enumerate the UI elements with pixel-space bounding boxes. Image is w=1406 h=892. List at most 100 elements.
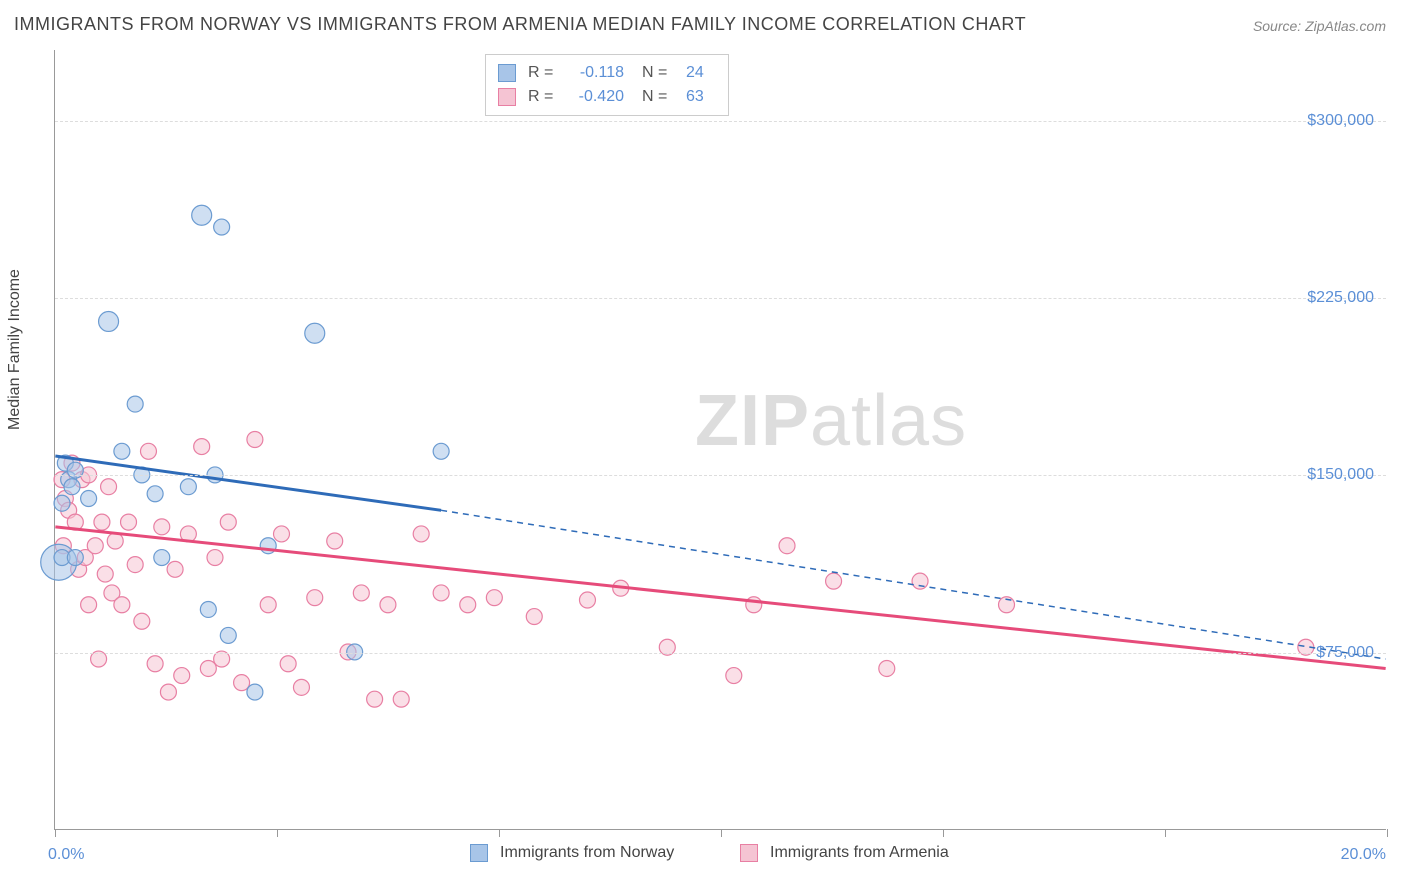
- r-label: R =: [528, 88, 556, 106]
- swatch-armenia: [498, 88, 516, 106]
- data-point: [526, 609, 542, 625]
- data-point: [192, 205, 212, 225]
- trendline-extrapolated: [441, 510, 1386, 659]
- x-tick: [1165, 829, 1166, 837]
- swatch-norway-icon: [470, 844, 488, 862]
- data-point: [726, 668, 742, 684]
- gridline: [55, 121, 1386, 122]
- correlation-legend: R = -0.118 N = 24 R = -0.420 N = 63: [485, 54, 729, 116]
- data-point: [114, 597, 130, 613]
- data-point: [305, 323, 325, 343]
- x-tick: [721, 829, 722, 837]
- gridline: [55, 653, 1386, 654]
- data-point: [486, 590, 502, 606]
- data-point: [64, 479, 80, 495]
- data-point: [779, 538, 795, 554]
- swatch-norway: [498, 64, 516, 82]
- n-label: N =: [642, 64, 674, 82]
- data-point: [200, 660, 216, 676]
- data-point: [214, 219, 230, 235]
- x-min-label: 0.0%: [48, 846, 84, 864]
- data-point: [134, 613, 150, 629]
- data-point: [94, 514, 110, 530]
- gridline: [55, 298, 1386, 299]
- data-point: [579, 592, 595, 608]
- data-point: [879, 660, 895, 676]
- plot-area: ZIPatlas R = -0.118 N = 24 R = -0.420 N …: [54, 50, 1386, 830]
- data-point: [380, 597, 396, 613]
- data-point: [247, 432, 263, 448]
- legend-row-norway: R = -0.118 N = 24: [498, 61, 716, 85]
- data-point: [127, 396, 143, 412]
- data-point: [307, 590, 323, 606]
- data-point: [174, 668, 190, 684]
- data-point: [353, 585, 369, 601]
- data-point: [67, 550, 83, 566]
- data-point: [433, 585, 449, 601]
- data-point: [81, 597, 97, 613]
- r-value-norway: -0.118: [564, 64, 624, 82]
- data-point: [140, 443, 156, 459]
- x-tick: [1387, 829, 1388, 837]
- data-point: [97, 566, 113, 582]
- legend-armenia: Immigrants from Armenia: [740, 844, 949, 862]
- data-point: [127, 557, 143, 573]
- data-point: [154, 550, 170, 566]
- r-label: R =: [528, 64, 556, 82]
- y-tick-label: $150,000: [1307, 466, 1374, 484]
- data-point: [460, 597, 476, 613]
- data-point: [912, 573, 928, 589]
- x-tick: [499, 829, 500, 837]
- data-point: [200, 601, 216, 617]
- data-point: [87, 538, 103, 554]
- chart-title: IMMIGRANTS FROM NORWAY VS IMMIGRANTS FRO…: [14, 14, 1026, 35]
- data-point: [167, 561, 183, 577]
- data-point: [147, 486, 163, 502]
- data-point: [220, 627, 236, 643]
- data-point: [114, 443, 130, 459]
- trendline: [55, 527, 1385, 669]
- source-attribution: Source: ZipAtlas.com: [1253, 18, 1386, 34]
- data-point: [826, 573, 842, 589]
- swatch-armenia-icon: [740, 844, 758, 862]
- data-point: [433, 443, 449, 459]
- scatter-svg: [55, 50, 1386, 829]
- x-tick: [943, 829, 944, 837]
- data-point: [154, 519, 170, 535]
- data-point: [220, 514, 236, 530]
- data-point: [81, 491, 97, 507]
- y-axis-label: Median Family Income: [6, 269, 24, 430]
- legend-armenia-label: Immigrants from Armenia: [770, 844, 949, 862]
- data-point: [367, 691, 383, 707]
- data-point: [280, 656, 296, 672]
- data-point: [260, 597, 276, 613]
- data-point: [234, 675, 250, 691]
- data-point: [207, 550, 223, 566]
- y-tick-label: $225,000: [1307, 289, 1374, 307]
- data-point: [160, 684, 176, 700]
- n-label: N =: [642, 88, 674, 106]
- y-tick-label: $300,000: [1307, 112, 1374, 130]
- data-point: [247, 684, 263, 700]
- data-point: [121, 514, 137, 530]
- data-point: [101, 479, 117, 495]
- x-tick: [277, 829, 278, 837]
- data-point: [107, 533, 123, 549]
- x-tick: [55, 829, 56, 837]
- legend-norway: Immigrants from Norway: [470, 844, 674, 862]
- data-point: [293, 679, 309, 695]
- data-point: [99, 311, 119, 331]
- n-value-norway: 24: [686, 64, 716, 82]
- data-point: [393, 691, 409, 707]
- data-point: [413, 526, 429, 542]
- legend-row-armenia: R = -0.420 N = 63: [498, 85, 716, 109]
- y-tick-label: $75,000: [1316, 644, 1374, 662]
- data-point: [147, 656, 163, 672]
- r-value-armenia: -0.420: [564, 88, 624, 106]
- n-value-armenia: 63: [686, 88, 716, 106]
- data-point: [194, 439, 210, 455]
- gridline: [55, 475, 1386, 476]
- x-max-label: 20.0%: [1341, 846, 1386, 864]
- data-point: [54, 495, 70, 511]
- data-point: [274, 526, 290, 542]
